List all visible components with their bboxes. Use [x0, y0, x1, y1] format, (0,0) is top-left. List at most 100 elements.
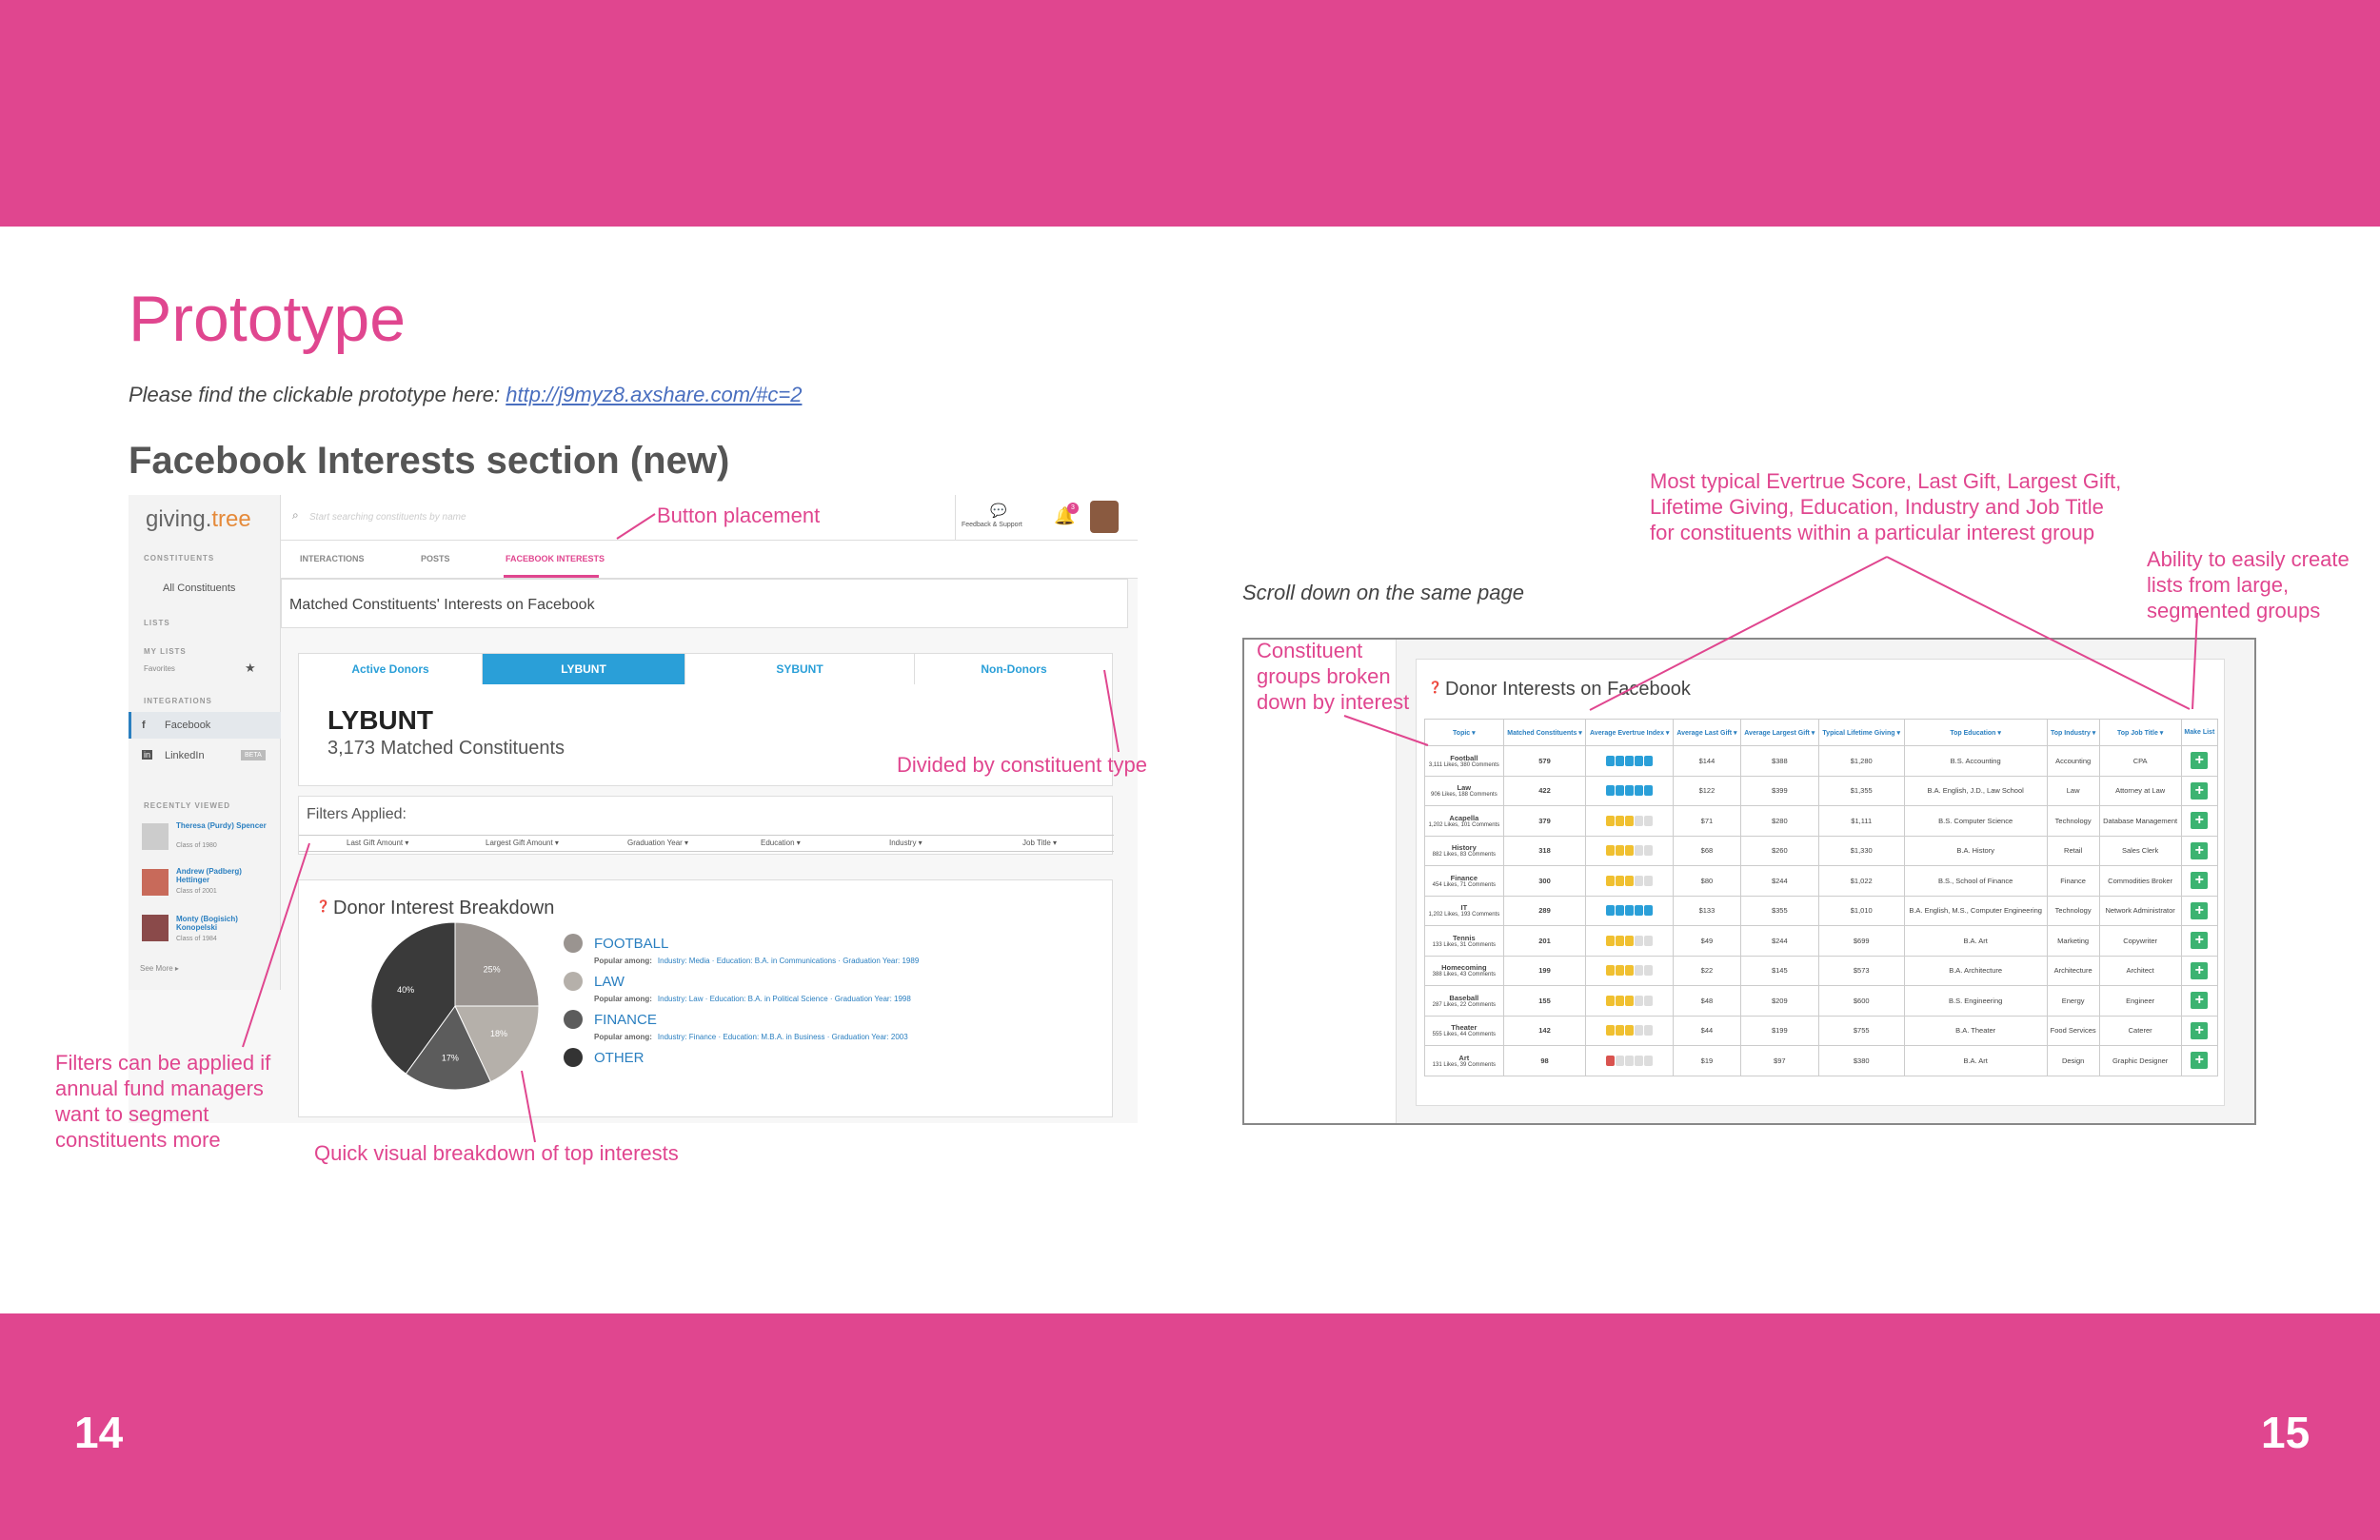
- topic-cell[interactable]: Baseball 287 Likes, 22 Comments: [1424, 985, 1504, 1017]
- topic-cell[interactable]: Acapella 1,202 Likes, 101 Comments: [1424, 805, 1504, 837]
- star-icon: ★: [245, 661, 256, 675]
- filter-largest-gift[interactable]: Largest Gift Amount ▾: [486, 839, 559, 847]
- prototype-link[interactable]: http://j9myz8.axshare.com/#c=2: [506, 383, 803, 406]
- add-list-icon[interactable]: +: [2191, 932, 2209, 950]
- topic-name[interactable]: Baseball: [1449, 993, 1479, 1002]
- add-list-icon[interactable]: +: [2191, 901, 2209, 919]
- topic-cell[interactable]: Homecoming 388 Likes, 43 Comments: [1424, 955, 1504, 986]
- page-title: Prototype: [129, 283, 407, 355]
- feedback-button[interactable]: 💬 Feedback & Support: [955, 495, 1042, 541]
- topic-name[interactable]: IT: [1460, 903, 1468, 913]
- avatar: [142, 915, 169, 941]
- topic-name[interactable]: Tennis: [1453, 933, 1476, 942]
- lybunt-count: 3,173 Matched Constituents: [327, 738, 565, 759]
- topic-name[interactable]: Theater: [1451, 1023, 1478, 1033]
- legend-label[interactable]: OTHER: [594, 1050, 645, 1066]
- last-cell: $68: [1673, 835, 1741, 866]
- topic-cell[interactable]: Theater 555 Likes, 44 Comments: [1424, 1015, 1504, 1046]
- add-list-icon[interactable]: +: [2191, 961, 2209, 979]
- search-input[interactable]: Start searching constituents by name: [309, 512, 466, 523]
- tab-posts[interactable]: POSTS: [421, 554, 450, 563]
- score-block: [1615, 905, 1624, 917]
- recent-name[interactable]: Monty (Bogisich) Konopelski: [176, 915, 238, 932]
- topic-cell[interactable]: Law 906 Likes, 188 Comments: [1424, 775, 1504, 806]
- filter-education[interactable]: Education ▾: [761, 839, 801, 847]
- add-list-icon[interactable]: +: [2191, 1021, 2209, 1039]
- job-cell: Architect: [2098, 955, 2182, 986]
- score-block: [1643, 995, 1653, 1006]
- topic-name[interactable]: Law: [1457, 783, 1472, 793]
- sidebar-item-all-constituents[interactable]: All Constituents: [163, 582, 236, 594]
- column-header[interactable]: Average Last Gift ▾: [1673, 719, 1741, 746]
- column-header[interactable]: Average Evertrue Index ▾: [1585, 719, 1675, 746]
- pie-slice[interactable]: [405, 1005, 492, 1091]
- edu-cell: B.A. History: [1903, 835, 2048, 866]
- score-block: [1605, 995, 1615, 1006]
- see-more-link[interactable]: See More ▸: [140, 964, 179, 973]
- tab-non-donors[interactable]: Non-Donors: [981, 662, 1047, 676]
- matched-cell: 142: [1502, 1015, 1587, 1046]
- column-header[interactable]: Matched Constituents ▾: [1502, 719, 1587, 746]
- topic-name[interactable]: Homecoming: [1441, 963, 1487, 973]
- topic-name[interactable]: Finance: [1450, 873, 1478, 882]
- tab-facebook-interests[interactable]: FACEBOOK INTERESTS: [506, 554, 605, 563]
- filter-graduation-year[interactable]: Graduation Year ▾: [627, 839, 689, 847]
- tab-lybunt[interactable]: LYBUNT: [483, 654, 685, 684]
- topic-name[interactable]: History: [1451, 843, 1477, 853]
- tab-sybunt[interactable]: SYBUNT: [685, 654, 915, 684]
- score-block: [1605, 1025, 1615, 1037]
- legend-label[interactable]: FOOTBALL: [594, 936, 669, 952]
- column-header[interactable]: Make List: [2180, 719, 2219, 746]
- score-block: [1624, 815, 1634, 826]
- legend-label[interactable]: LAW: [594, 974, 625, 990]
- add-list-icon[interactable]: +: [2191, 812, 2209, 830]
- add-list-icon[interactable]: +: [2191, 1052, 2209, 1070]
- legend-label[interactable]: FINANCE: [594, 1012, 657, 1028]
- topic-cell[interactable]: History 882 Likes, 83 Comments: [1424, 835, 1504, 866]
- score-cell: [1585, 1015, 1675, 1046]
- table-row: Acapella 1,202 Likes, 101 Comments 379 $71 $…: [1424, 805, 2219, 837]
- column-header[interactable]: Top Industry ▾: [2046, 719, 2100, 746]
- topic-name[interactable]: Football: [1450, 753, 1478, 762]
- tab-active-donors[interactable]: Active Donors: [299, 654, 483, 684]
- pie-slice[interactable]: [454, 1005, 540, 1083]
- sidebar-item-favorites[interactable]: Favorites: [144, 664, 175, 673]
- sidebar-item-linkedin[interactable]: LinkedIn: [165, 750, 205, 761]
- topic-cell[interactable]: Finance 454 Likes, 71 Comments: [1424, 865, 1504, 897]
- tab-interactions[interactable]: INTERACTIONS: [300, 554, 365, 563]
- pie-slice[interactable]: [370, 921, 456, 1075]
- column-header[interactable]: Top Job Title ▾: [2098, 719, 2182, 746]
- score-block: [1624, 905, 1634, 917]
- topic-name[interactable]: Acapella: [1449, 813, 1479, 822]
- topic-cell[interactable]: Football 3,111 Likes, 380 Comments: [1424, 745, 1504, 777]
- recent-name[interactable]: Andrew (Padberg) Hettinger: [176, 867, 242, 884]
- table-row: Football 3,111 Likes, 380 Comments 579 $144…: [1424, 745, 2219, 777]
- column-header[interactable]: Typical Lifetime Giving ▾: [1817, 719, 1905, 746]
- avatar[interactable]: [1090, 501, 1119, 533]
- recent-name[interactable]: Theresa (Purdy) Spencer: [176, 821, 267, 830]
- filter-job-title[interactable]: Job Title ▾: [1022, 839, 1058, 847]
- topic-cell[interactable]: Art 131 Likes, 39 Comments: [1424, 1045, 1504, 1076]
- add-list-icon[interactable]: +: [2191, 752, 2209, 770]
- column-header[interactable]: Average Largest Gift ▾: [1739, 719, 1819, 746]
- job-cell: CPA: [2098, 745, 2182, 777]
- filter-industry[interactable]: Industry ▾: [889, 839, 922, 847]
- add-list-icon[interactable]: +: [2191, 872, 2209, 890]
- score-block: [1634, 845, 1643, 857]
- filter-last-gift[interactable]: Last Gift Amount ▾: [347, 839, 409, 847]
- column-header[interactable]: Top Education ▾: [1903, 719, 2048, 746]
- score-block: [1634, 755, 1643, 766]
- add-list-icon[interactable]: +: [2191, 841, 2209, 859]
- add-list-icon[interactable]: +: [2191, 781, 2209, 800]
- topic-cell[interactable]: Tennis 133 Likes, 31 Comments: [1424, 925, 1504, 957]
- largest-cell: $355: [1739, 895, 1819, 926]
- add-list-icon[interactable]: +: [2191, 992, 2209, 1010]
- table-row: Law 906 Likes, 188 Comments 422 $122 $399 $1,…: [1424, 775, 2219, 806]
- score-block: [1634, 785, 1643, 797]
- pie-label: 18%: [490, 1029, 507, 1038]
- column-header[interactable]: Topic ▾: [1424, 719, 1504, 746]
- topic-name[interactable]: Art: [1458, 1053, 1470, 1062]
- sidebar-item-facebook[interactable]: [129, 712, 281, 739]
- topic-cell[interactable]: IT 1,202 Likes, 193 Comments: [1424, 895, 1504, 926]
- pie-slice[interactable]: [454, 921, 540, 1007]
